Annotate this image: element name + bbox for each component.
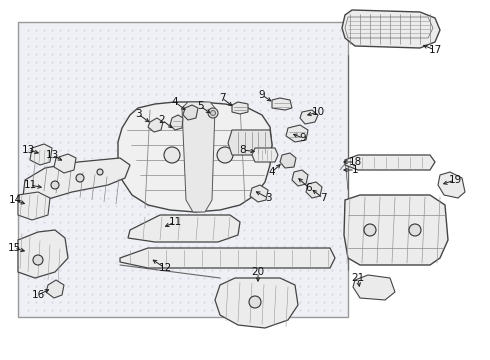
- Text: 16: 16: [31, 290, 45, 300]
- Polygon shape: [250, 185, 268, 202]
- Text: 5: 5: [196, 101, 203, 111]
- Polygon shape: [292, 170, 308, 186]
- Ellipse shape: [409, 224, 421, 236]
- Text: 4: 4: [269, 167, 275, 177]
- Ellipse shape: [76, 174, 84, 182]
- Polygon shape: [30, 144, 52, 165]
- Polygon shape: [232, 102, 248, 114]
- Text: 18: 18: [348, 157, 362, 167]
- Bar: [18, 22, 348, 317]
- Text: 8: 8: [240, 145, 246, 155]
- Text: 17: 17: [428, 45, 441, 55]
- Text: 3: 3: [135, 109, 141, 119]
- Text: 21: 21: [351, 273, 365, 283]
- Text: 1: 1: [352, 165, 358, 175]
- Polygon shape: [280, 153, 296, 168]
- Ellipse shape: [97, 169, 103, 175]
- Polygon shape: [128, 215, 240, 242]
- Polygon shape: [228, 130, 272, 155]
- Ellipse shape: [51, 181, 59, 189]
- Polygon shape: [18, 230, 68, 278]
- Text: 19: 19: [448, 175, 462, 185]
- Polygon shape: [300, 110, 318, 124]
- Text: 2: 2: [159, 115, 165, 125]
- Polygon shape: [22, 158, 130, 212]
- Text: 6: 6: [306, 183, 312, 193]
- Polygon shape: [345, 155, 435, 170]
- Polygon shape: [148, 118, 163, 132]
- Polygon shape: [353, 275, 395, 300]
- Polygon shape: [252, 148, 278, 162]
- Text: 13: 13: [22, 145, 35, 155]
- Polygon shape: [286, 125, 308, 142]
- Polygon shape: [183, 105, 198, 120]
- Text: 12: 12: [158, 263, 172, 273]
- Text: 3: 3: [265, 193, 271, 203]
- Ellipse shape: [211, 111, 216, 116]
- Ellipse shape: [364, 224, 376, 236]
- Ellipse shape: [249, 296, 261, 308]
- Ellipse shape: [193, 170, 203, 180]
- Polygon shape: [306, 182, 322, 198]
- Text: 10: 10: [312, 107, 324, 117]
- Polygon shape: [170, 115, 183, 130]
- Polygon shape: [120, 248, 335, 268]
- Ellipse shape: [33, 255, 43, 265]
- Polygon shape: [46, 280, 64, 298]
- Polygon shape: [118, 102, 272, 212]
- Polygon shape: [272, 98, 292, 110]
- Text: 7: 7: [319, 193, 326, 203]
- Text: 15: 15: [7, 243, 21, 253]
- Text: 11: 11: [169, 217, 182, 227]
- Ellipse shape: [208, 108, 218, 118]
- Polygon shape: [54, 154, 76, 173]
- Polygon shape: [342, 10, 440, 48]
- Text: 4: 4: [172, 97, 178, 107]
- Polygon shape: [215, 278, 298, 328]
- Polygon shape: [344, 195, 448, 265]
- Polygon shape: [18, 192, 50, 220]
- Text: 9: 9: [259, 90, 265, 100]
- Text: 13: 13: [46, 150, 59, 160]
- Polygon shape: [182, 102, 215, 212]
- Ellipse shape: [164, 147, 180, 163]
- Ellipse shape: [217, 147, 233, 163]
- Text: 20: 20: [251, 267, 265, 277]
- Text: 14: 14: [8, 195, 22, 205]
- Polygon shape: [438, 172, 465, 198]
- Text: 9: 9: [300, 133, 306, 143]
- Text: 7: 7: [219, 93, 225, 103]
- Text: 11: 11: [24, 180, 37, 190]
